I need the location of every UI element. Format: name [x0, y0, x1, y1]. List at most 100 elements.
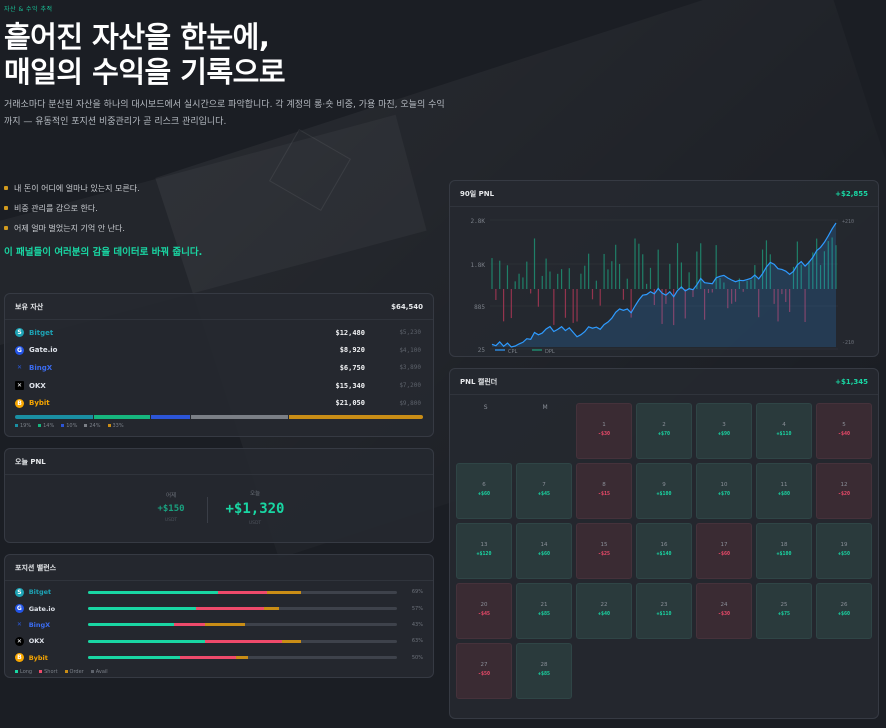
bullet-icon: [4, 186, 8, 190]
calendar-day-cell[interactable]: 15 -$25: [576, 523, 632, 579]
calendar-day-cell[interactable]: 25 +$75: [756, 583, 812, 639]
legend-swatch: [15, 424, 18, 427]
legend-dpl-label: DPL: [545, 349, 555, 355]
position-bar: [87, 607, 397, 611]
legend-label: Order: [69, 668, 84, 675]
calendar-day-pnl: -$30: [717, 611, 731, 617]
calendar-day-cell[interactable]: 10 +$70: [696, 463, 752, 519]
calendar-day-cell[interactable]: 4 +$110: [756, 403, 812, 459]
position-short-segment: [180, 656, 237, 660]
bullet-icon: [4, 206, 8, 210]
weekday-label: S: [483, 403, 488, 411]
calendar-day-cell[interactable]: 27 -$50: [456, 643, 512, 699]
daily-pnl-bar: [831, 237, 833, 289]
calendar-day-cell[interactable]: 2 +$70: [636, 403, 692, 459]
daily-pnl-bar: [723, 282, 725, 289]
calendar-day-cell[interactable]: 20 -$45: [456, 583, 512, 639]
y-tick-label: 25: [478, 347, 486, 354]
calendar-empty-cell: [516, 403, 572, 459]
daily-pnl-bar: [533, 238, 536, 289]
asset-share-legend-item: 19%: [15, 423, 31, 429]
daily-pnl-bar: [495, 289, 497, 300]
today-label: 오늘: [249, 491, 261, 497]
asset-share-segment: [15, 415, 93, 419]
position-balance-card: 포지션 밸런스 S Bitget 69% G Gate.io 57% ✕ BingX 43% ✕ O…: [4, 554, 434, 678]
legend-label: Long: [20, 668, 33, 675]
daily-pnl-bar: [530, 289, 532, 294]
calendar-day-cell[interactable]: 5 -$40: [816, 403, 872, 459]
daily-pnl-bar: [603, 253, 605, 289]
calendar-day-cell[interactable]: 17 -$60: [696, 523, 752, 579]
daily-pnl-bar: [696, 251, 698, 289]
right-tick-label: +210: [842, 219, 854, 225]
position-row-bybit[interactable]: B Bybit 50%: [5, 650, 433, 666]
daily-pnl-bar: [734, 289, 737, 302]
calendar-day-pnl: -$45: [477, 611, 491, 617]
bingx-icon: ✕: [16, 621, 22, 629]
position-row-bitget[interactable]: S Bitget 69%: [5, 584, 433, 600]
calendar-day-cell[interactable]: 3 +$90: [696, 403, 752, 459]
position-bar: [87, 623, 397, 627]
position-row-bingx[interactable]: ✕ BingX 43%: [5, 617, 433, 633]
daily-pnl-bar: [615, 244, 617, 289]
asset-row-bybit[interactable]: B Bybit $21,050 $9,800: [5, 394, 433, 412]
legend-cpl-label: CPL: [508, 349, 518, 355]
okx-icon: ✕: [15, 636, 24, 646]
calendar-day-cell[interactable]: 16 +$140: [636, 523, 692, 579]
asset-share-legend-item: 33%: [107, 423, 124, 429]
asset-share-segment: [288, 415, 423, 419]
calendar-day-cell[interactable]: 19 +$50: [816, 523, 872, 579]
calendar-day-cell[interactable]: 23 +$110: [636, 583, 692, 639]
position-row-gateio[interactable]: G Gate.io 57%: [5, 600, 433, 616]
daily-pnl-bar: [781, 289, 783, 295]
calendar-day-cell[interactable]: 21 +$85: [516, 583, 572, 639]
asset-share-legend-item: 24%: [84, 423, 101, 429]
calendar-day-cell[interactable]: 28 +$85: [516, 643, 572, 699]
calendar-day-pnl: +$60: [837, 611, 851, 617]
assets-total: $64,540: [391, 302, 423, 311]
calendar-day-cell[interactable]: 8 -$15: [576, 463, 632, 519]
calendar-day-number: 5: [842, 422, 846, 428]
position-legend-item: Avail: [90, 669, 108, 675]
position-bar: [87, 639, 397, 643]
pain-point-text: 내 돈이 어디에 얼마나 있는지 모른다.: [14, 183, 140, 193]
yesterday-label: 어제: [165, 493, 177, 499]
daily-pnl-bar: [731, 289, 733, 304]
calendar-day-cell[interactable]: 1 -$30: [576, 403, 632, 459]
calendar-day-number: 11: [780, 482, 788, 488]
position-bar: [87, 656, 397, 660]
calendar-day-cell[interactable]: 6 +$60: [456, 463, 512, 519]
today-pnl-body: 어제 +$150 USDT 오늘 +$1,320 USDT: [5, 475, 433, 542]
assets-list: S Bitget $12,480 $5,230 G Gate.io $8,920…: [5, 320, 433, 412]
asset-row-bingx[interactable]: ✕ BingX $6,750 $3,890: [5, 359, 433, 377]
pnl-90d-header: 90일 PNL +$2,855: [450, 181, 878, 207]
calendar-day-cell[interactable]: 12 -$20: [816, 463, 872, 519]
calendar-day-pnl: -$25: [597, 551, 611, 557]
calendar-day-pnl: -$50: [477, 671, 491, 677]
asset-row-okx[interactable]: ✕ OKX $15,340 $7,200: [5, 377, 433, 395]
asset-row-gateio[interactable]: G Gate.io $8,920 $4,100: [5, 342, 433, 360]
calendar-day-number: 16: [660, 542, 668, 548]
daily-pnl-bar: [618, 263, 621, 289]
calendar-day-cell[interactable]: 24 -$30: [696, 583, 752, 639]
calendar-day-cell[interactable]: 9 +$100: [636, 463, 692, 519]
calendar-day-cell[interactable]: 18 +$100: [756, 523, 812, 579]
calendar-day-cell[interactable]: 26 +$60: [816, 583, 872, 639]
daily-pnl-bar: [789, 289, 791, 312]
calendar-day-cell[interactable]: 11 +$80: [756, 463, 812, 519]
hero-description: 거래소마다 분산된 자산을 하나의 대시보드에서 실시간으로 파악합니다. 각 …: [4, 97, 494, 131]
position-long-segment: [87, 623, 175, 627]
daily-pnl-bar: [499, 260, 501, 289]
calendar-day-cell[interactable]: 22 +$40: [576, 583, 632, 639]
calendar-day-pnl: -$60: [717, 551, 731, 557]
daily-pnl-bar: [819, 265, 822, 289]
position-row-okx[interactable]: ✕ OKX 63%: [5, 633, 433, 649]
legend-swatch: [39, 669, 43, 673]
asset-row-bitget[interactable]: S Bitget $12,480 $5,230: [5, 324, 433, 342]
asset-share-bar: [15, 415, 423, 419]
calendar-day-pnl: +$110: [776, 431, 792, 437]
calendar-day-cell[interactable]: 14 +$60: [516, 523, 572, 579]
daily-pnl-bar: [607, 269, 609, 289]
calendar-day-cell[interactable]: 7 +$45: [516, 463, 572, 519]
calendar-day-cell[interactable]: 13 +$120: [456, 523, 512, 579]
